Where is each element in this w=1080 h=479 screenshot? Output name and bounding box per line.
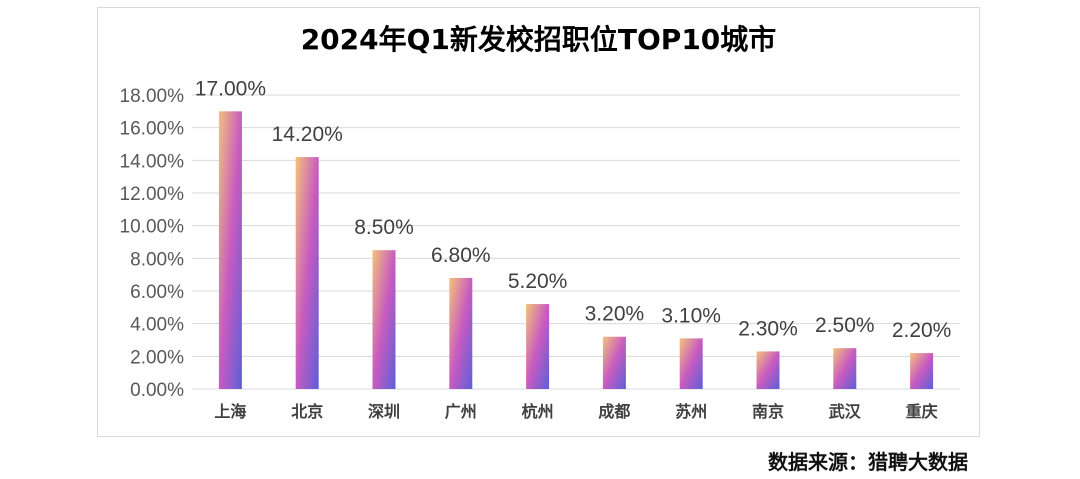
data-labels: 17.00% 14.20% 8.50% 6.80% 5.20% 3.20% 3.10% 2.3… — [195, 77, 952, 342]
data-label: 6.80% — [431, 244, 491, 267]
x-axis-ticks: 上海 北京 深圳 广州 杭州 成都 苏州 南京 武汉 重庆 — [214, 402, 937, 421]
data-label: 5.20% — [508, 270, 568, 293]
y-tick-label: 14.00% — [120, 151, 185, 172]
data-label: 2.50% — [815, 314, 875, 337]
bar — [218, 111, 242, 389]
data-label: 2.30% — [738, 317, 798, 340]
bar — [295, 157, 319, 389]
bar — [602, 336, 626, 389]
y-axis-ticks: 0.00% 2.00% 4.00% 6.00% 8.00% 10.00% 12.00% 14.… — [120, 86, 185, 401]
y-tick-label: 18.00% — [120, 86, 185, 107]
grid-lines — [192, 94, 960, 390]
chart-title: 2024年Q1新发校招职位TOP10城市 — [300, 23, 777, 56]
y-tick-label: 2.00% — [130, 347, 184, 368]
y-tick-label: 10.00% — [120, 217, 185, 238]
x-tick-label: 深圳 — [368, 402, 400, 421]
bar — [449, 277, 473, 389]
bars — [218, 111, 934, 389]
bar — [526, 304, 550, 389]
x-tick-label: 北京 — [291, 402, 323, 421]
x-tick-label: 武汉 — [829, 402, 862, 421]
x-tick-label: 南京 — [752, 402, 784, 421]
source-note: 数据来源：猎聘大数据 — [768, 450, 968, 474]
data-label: 8.50% — [354, 216, 414, 239]
x-tick-label: 杭州 — [522, 402, 554, 421]
data-label: 3.20% — [585, 303, 645, 326]
x-tick-label: 成都 — [598, 402, 630, 421]
y-tick-label: 4.00% — [130, 315, 184, 336]
x-tick-label: 广州 — [445, 402, 477, 421]
bar — [910, 353, 934, 389]
x-tick-label: 上海 — [214, 402, 246, 421]
x-tick-label: 苏州 — [675, 402, 707, 421]
data-label: 3.10% — [661, 304, 721, 327]
data-label: 17.00% — [195, 77, 266, 100]
bar — [756, 351, 780, 389]
y-tick-label: 6.00% — [130, 282, 184, 303]
x-tick-label: 重庆 — [906, 402, 938, 421]
bar — [372, 250, 396, 389]
y-tick-label: 0.00% — [130, 380, 184, 401]
y-tick-label: 12.00% — [120, 184, 185, 205]
bar — [679, 338, 703, 389]
y-tick-label: 8.00% — [130, 249, 184, 270]
y-tick-label: 16.00% — [120, 119, 185, 140]
bar — [833, 348, 857, 389]
data-label: 2.20% — [892, 319, 952, 342]
data-label: 14.20% — [272, 123, 343, 146]
